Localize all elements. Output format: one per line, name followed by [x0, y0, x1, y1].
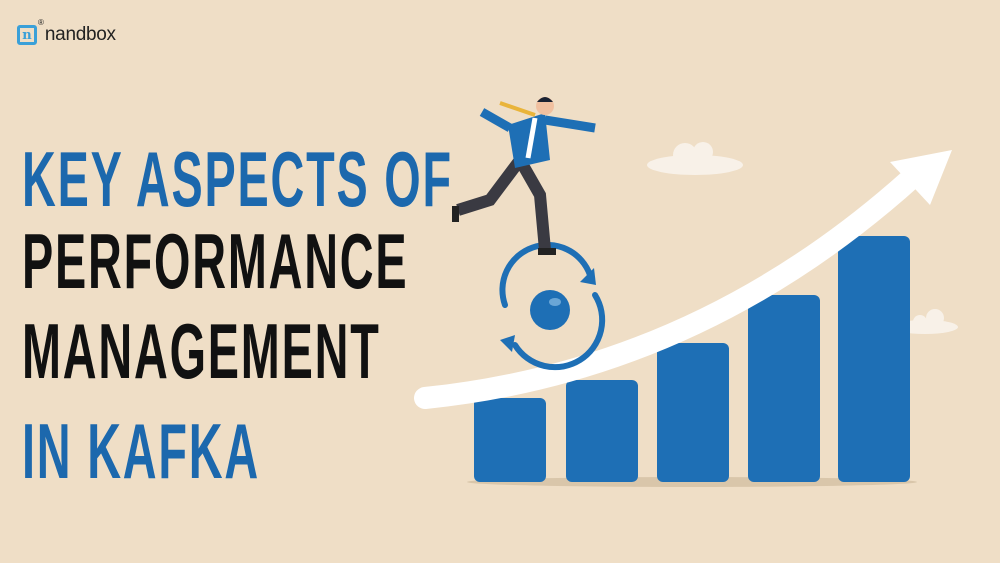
- bar-2: [566, 380, 638, 482]
- bar-3: [657, 343, 729, 482]
- nandbox-logo[interactable]: n ® nandbox: [17, 19, 116, 46]
- growth-bar-chart-icon: [467, 236, 917, 487]
- registered-mark: ®: [38, 18, 44, 27]
- bar-5: [838, 236, 910, 482]
- upward-arrow-icon: [414, 150, 952, 409]
- logo-text: nandbox: [44, 24, 116, 45]
- title-line-1: KEY ASPECTS OF: [22, 135, 453, 223]
- cloud-icon: [647, 142, 743, 175]
- logo-mark: n: [17, 25, 37, 45]
- bar-1: [474, 398, 546, 482]
- refresh-cycle-icon: [499, 241, 606, 371]
- bar-4: [748, 295, 820, 482]
- title-line-4: IN KAFKA: [22, 407, 260, 495]
- title-line-2: PERFORMANCE: [22, 217, 409, 305]
- businessman-running-icon: [452, 97, 596, 255]
- title-line-3: MANAGEMENT: [22, 307, 381, 395]
